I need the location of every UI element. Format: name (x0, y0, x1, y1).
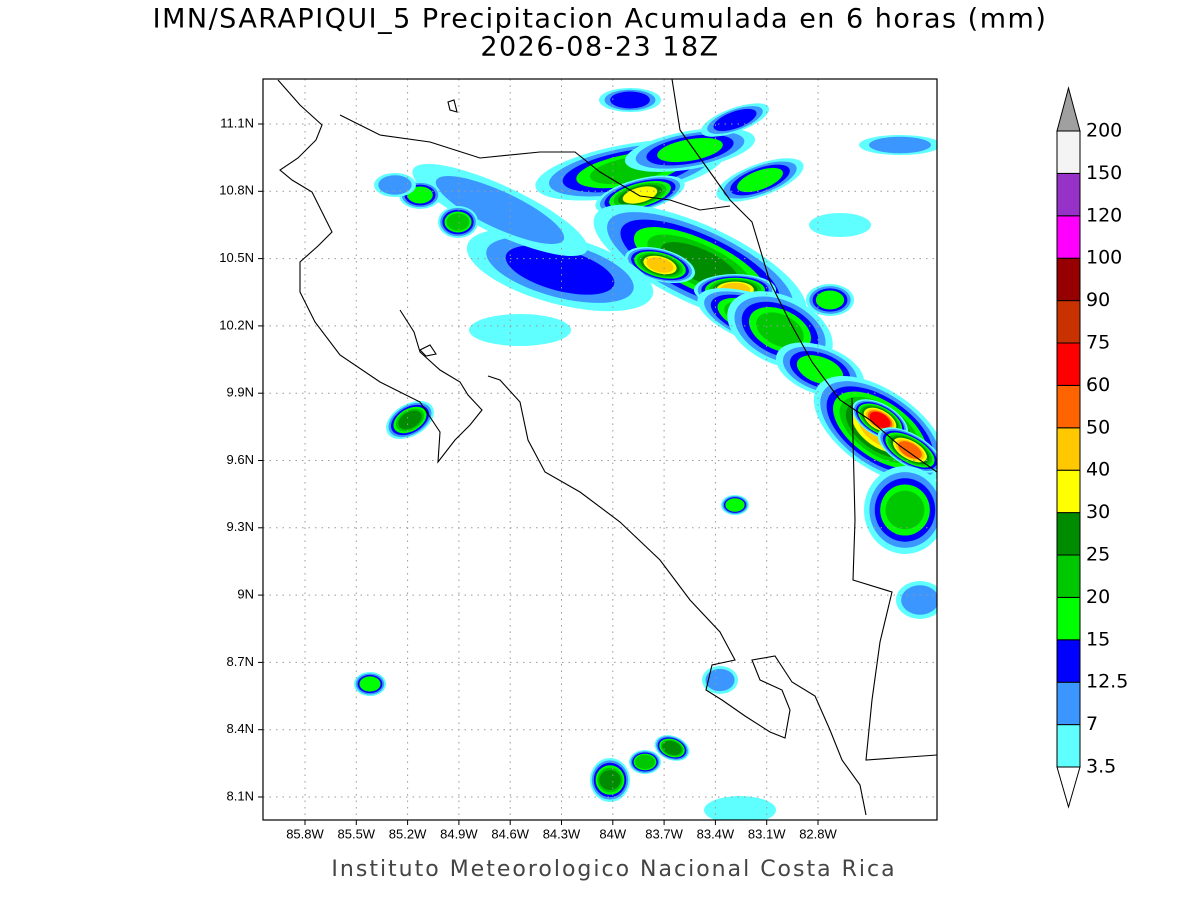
precip-contour (469, 314, 571, 346)
colorbar-label: 25 (1086, 544, 1110, 566)
y-tick-label: 10.5N (219, 250, 254, 265)
colorbar-arrow (1056, 766, 1081, 809)
graticule: 85.8W 85.5W 85.2W 84.9W 84.6W 84.3W 84W 83.7W 83… (219, 79, 937, 841)
colorbar-label: 100 (1086, 247, 1122, 269)
precip-contour (599, 770, 621, 790)
y-tick-label: 8.1N (227, 788, 254, 803)
y-tick-label: 10.8N (219, 183, 254, 198)
x-tick-label: 85.2W (389, 826, 427, 841)
coastline (277, 79, 483, 464)
border (851, 397, 937, 761)
colorbar-box (1056, 257, 1081, 302)
colorbar-box (1056, 172, 1081, 217)
precip-contour (869, 136, 931, 154)
x-tick-label: 85.8W (286, 826, 324, 841)
y-tick-label: 8.7N (227, 654, 254, 669)
colorbar-label: 40 (1086, 459, 1110, 481)
x-tick-label: 82.8W (799, 826, 837, 841)
y-tick-label: 9N (237, 587, 254, 602)
precip-contour (446, 213, 470, 231)
precip-contour (898, 441, 922, 459)
colorbar-box (1056, 554, 1081, 598)
x-tick-label: 84W (599, 826, 626, 841)
colorbar-label: 120 (1086, 204, 1122, 226)
colorbar-box (1056, 596, 1081, 641)
colorbar-label: 20 (1086, 586, 1110, 608)
coastlines (277, 79, 937, 816)
precip-contour (657, 137, 723, 163)
colorbar-label: 12.5 (1086, 671, 1128, 693)
border (339, 114, 731, 211)
x-tick-label: 83.1W (748, 826, 786, 841)
precip-contour (398, 410, 422, 430)
colorbar-label: 60 (1086, 374, 1110, 396)
precip-contour (378, 175, 412, 195)
y-tick-label: 8.4N (227, 721, 254, 736)
colorbar-box (1056, 639, 1081, 683)
footer: Instituto Meteorologico Nacional Costa R… (331, 857, 896, 882)
coastline (671, 79, 937, 473)
map-frame (262, 78, 938, 821)
precip-contour (713, 108, 757, 132)
y-tick-label: 11.1N (220, 115, 254, 130)
colorbar-box (1056, 512, 1081, 556)
colorbar-box (1056, 469, 1081, 514)
x-tick-label: 85.5W (338, 826, 376, 841)
x-tick-label: 84.3W (543, 826, 581, 841)
colorbar-arrow (1056, 86, 1081, 132)
precip-contour (610, 91, 650, 109)
y-tick-label: 9.3N (227, 519, 254, 534)
colorbar-label: 90 (1086, 289, 1110, 311)
precip-contour (756, 312, 804, 348)
precip-contour (435, 175, 565, 245)
colorbar: 3.5 7 12.5 15 20 25 30 40 50 60 75 90 100 120 150 200 (1056, 86, 1128, 809)
colorbar-box (1056, 130, 1081, 174)
y-tick-label: 10.2N (219, 317, 254, 332)
colorbar-box (1056, 384, 1081, 429)
precip-contour (815, 290, 845, 310)
precip-contour (646, 257, 674, 273)
precip-contour (407, 186, 433, 204)
precip-contour (901, 585, 937, 615)
colorbar-label: 30 (1086, 501, 1110, 523)
subtitle: 2026-08-23 18Z (480, 32, 719, 63)
x-tick-label: 83.7W (645, 826, 683, 841)
colorbar-label: 15 (1086, 628, 1110, 650)
colorbar-label: 75 (1086, 332, 1110, 354)
colorbar-box (1056, 300, 1081, 344)
precip-contour (705, 668, 735, 692)
colorbar-box (1056, 215, 1081, 259)
precip-contour (359, 676, 381, 692)
precip-contour (885, 490, 925, 530)
colorbar-box (1056, 681, 1081, 726)
coastline (487, 375, 867, 816)
x-tick-label: 84.9W (440, 826, 478, 841)
y-tick-label: 9.6N (227, 452, 254, 467)
precipitation-field (354, 88, 937, 820)
precip-contour (737, 167, 783, 193)
island (419, 344, 437, 357)
precip-contour (635, 754, 655, 770)
colorbar-label: 50 (1086, 416, 1110, 438)
precip-contour (725, 498, 745, 512)
colorbar-label: 3.5 (1086, 756, 1116, 778)
x-tick-label: 83.4W (697, 826, 735, 841)
colorbar-label: 150 (1086, 162, 1122, 184)
island (447, 99, 458, 113)
precip-contour (809, 213, 871, 237)
colorbar-box (1056, 427, 1081, 471)
precip-contour (505, 245, 615, 295)
colorbar-label: 7 (1086, 713, 1098, 735)
title: IMN/SARAPIQUI_5 Precipitacion Acumulada … (153, 4, 1048, 35)
colorbar-box (1056, 342, 1081, 386)
colorbar-box (1056, 724, 1081, 768)
y-tick-label: 9.9N (227, 385, 254, 400)
precip-contour (662, 740, 682, 756)
colorbar-label: 200 (1086, 120, 1122, 142)
x-tick-label: 84.6W (491, 826, 529, 841)
precip-contour (704, 796, 776, 820)
